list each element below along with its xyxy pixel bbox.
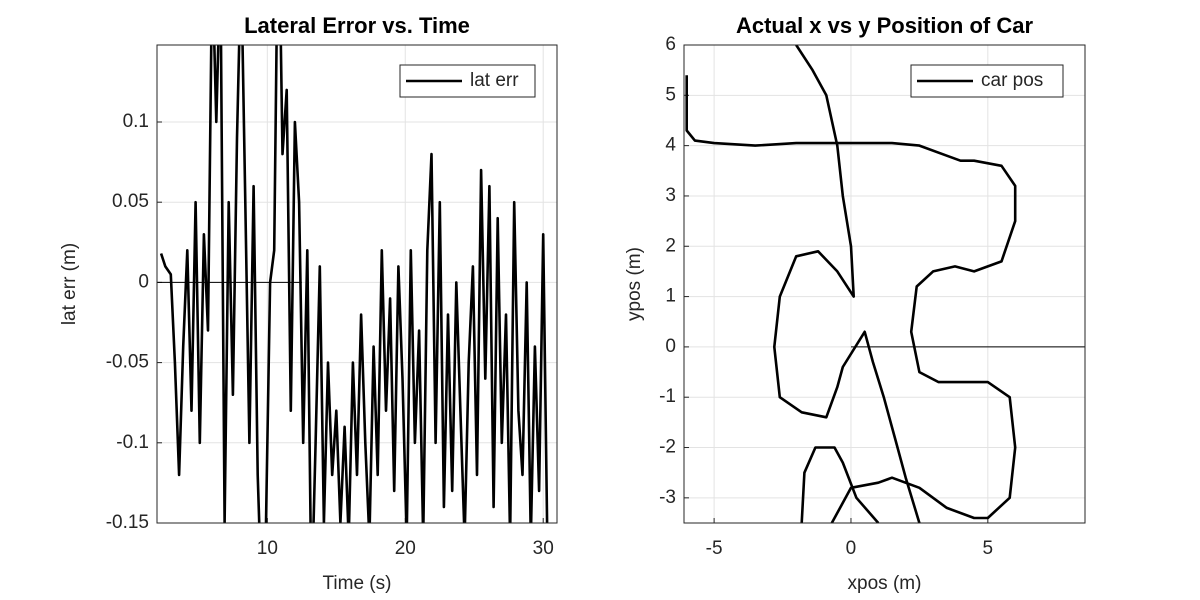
x-tick-label: 20 [395,538,416,559]
y-tick-label: -1 [659,386,676,407]
x-axis-label: Time (s) [323,573,392,594]
y-tick-label: 3 [665,185,676,206]
y-axis-label: lat err (m) [59,243,80,325]
legend-label: lat err [470,70,519,91]
y-tick-label: 5 [665,84,676,105]
y-tick-label: -3 [659,487,676,508]
x-tick-label: 0 [846,538,857,559]
y-tick-label: 0 [665,336,676,357]
y-axis-label: ypos (m) [624,247,645,321]
y-tick-label: -0.1 [116,432,149,453]
y-tick-label: 1 [665,286,676,307]
y-tick-label: 4 [665,135,676,156]
x-tick-label: 30 [533,538,554,559]
y-tick-label: -2 [659,437,676,458]
data-line [159,45,549,523]
y-tick-label: 0.1 [123,111,149,132]
legend: lat err [399,64,536,98]
legend-label: car pos [981,70,1043,91]
subplot: -5 0 5 -3 -2 -1 0 1 2 3 4 5 6 Actual x vs y Position … [624,13,1086,594]
x-tick-label: -5 [706,538,723,559]
data-line [685,45,1017,523]
axes-box [683,44,1086,524]
x-axis-label: xpos (m) [848,573,922,594]
y-tick-label: 2 [665,235,676,256]
y-tick-label: -0.15 [106,512,149,533]
y-tick-label: -0.05 [106,352,149,373]
subplot: 10 20 30 -0.15 -0.1 -0.05 0 0.05 0.1 Lateral Erro… [59,13,558,594]
axes-box [156,44,558,524]
axes-background [684,45,1085,523]
y-tick-label: 0 [138,271,149,292]
x-tick-label: 10 [257,538,278,559]
y-tick-label: 0.05 [112,191,149,212]
x-tick-label: 5 [983,538,994,559]
legend: car pos [910,64,1064,98]
chart-title: Actual x vs y Position of Car [736,13,1034,38]
y-tick-label: 6 [665,34,676,55]
chart-title: Lateral Error vs. Time [244,13,470,38]
